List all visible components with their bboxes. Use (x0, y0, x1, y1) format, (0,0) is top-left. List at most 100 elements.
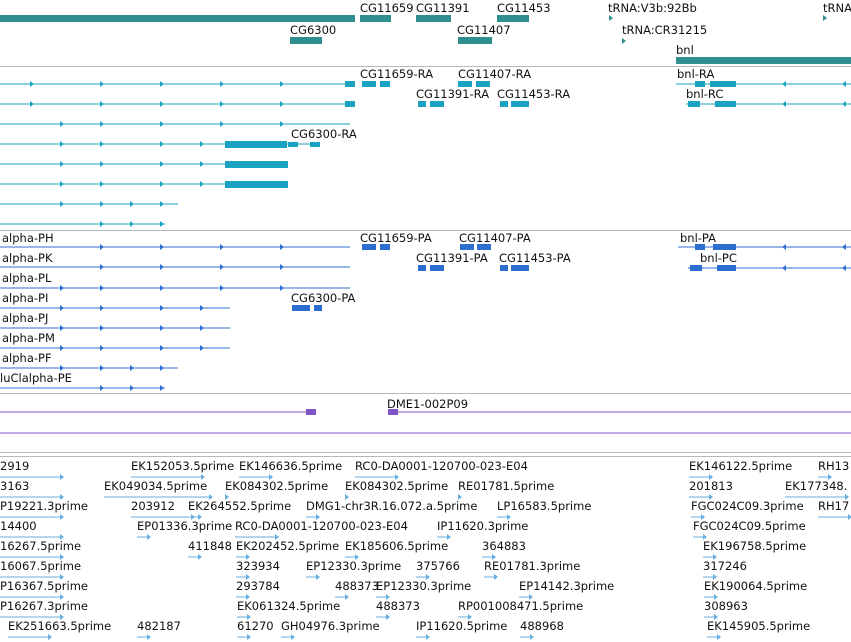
cds-block[interactable] (362, 244, 376, 250)
clone-end[interactable] (388, 409, 398, 415)
exon-block[interactable] (288, 142, 298, 147)
transcript-label[interactable]: CG6300-RA (291, 127, 357, 141)
est-label[interactable]: 14400 (0, 519, 37, 533)
clone-label[interactable]: DME1-002P09 (387, 397, 468, 411)
gene-label[interactable]: CG11659 (360, 1, 414, 15)
est-label[interactable]: RC0-DA0001-120700-023-E04 (235, 519, 408, 533)
cds-block[interactable] (430, 265, 444, 271)
est-label[interactable]: LP16583.5prime (497, 499, 591, 513)
gene-bar[interactable] (290, 37, 322, 44)
protein-label[interactable]: alpha-PM (2, 331, 55, 345)
est-label[interactable]: EK251663.5prime (8, 619, 111, 633)
est-label[interactable]: EK084302.5prime (225, 479, 328, 493)
protein-label[interactable]: alpha-PI (2, 291, 48, 305)
gene-label[interactable]: CG11453 (497, 1, 551, 15)
exon-block[interactable] (345, 101, 355, 107)
est-label[interactable]: EK264552.5prime (188, 499, 291, 513)
protein-label[interactable]: CG11407-PA (459, 231, 531, 245)
est-label[interactable]: GH04976.3prime (281, 619, 380, 633)
cds-block[interactable] (292, 305, 310, 311)
gene-label[interactable]: tRNA:CR31215 (622, 23, 707, 37)
est-label[interactable]: RH13 (818, 459, 849, 473)
est-label[interactable]: FGC024C09.5prime (693, 519, 806, 533)
cds-block[interactable] (460, 244, 474, 250)
est-label[interactable]: 16067.5prime (0, 559, 81, 573)
exon-block[interactable] (225, 181, 288, 188)
exon-block[interactable] (688, 101, 700, 107)
protein-label[interactable]: CG11453-PA (499, 251, 571, 265)
gene-bar[interactable] (360, 15, 391, 22)
est-label[interactable]: 3163 (0, 479, 29, 493)
cds-block[interactable] (717, 265, 736, 271)
est-label[interactable]: P16367.5prime (0, 579, 88, 593)
est-label[interactable]: 308963 (704, 599, 748, 613)
est-label[interactable]: 2919 (0, 459, 29, 473)
exon-block[interactable] (430, 101, 444, 107)
est-label[interactable]: EK145905.5prime (707, 619, 810, 633)
exon-block[interactable] (310, 142, 320, 147)
est-label[interactable]: EK196758.5prime (703, 539, 806, 553)
protein-label[interactable]: alpha-PH (2, 231, 54, 245)
est-label[interactable]: EP14142.3prime (519, 579, 614, 593)
est-label[interactable]: EK185606.5prime (345, 539, 448, 553)
gene-label[interactable]: tRNA:V3b:92Bb (608, 1, 697, 15)
gene-label[interactable]: bnl (676, 43, 694, 57)
est-label[interactable]: 411848 (188, 539, 232, 553)
est-label[interactable]: 488968 (520, 619, 564, 633)
est-label[interactable]: RE01781.3prime (484, 559, 580, 573)
est-label[interactable]: EK061324.5prime (237, 599, 340, 613)
clone-end[interactable] (306, 409, 316, 415)
cds-block[interactable] (690, 265, 702, 271)
est-label[interactable]: IP11620.5prime (416, 619, 507, 633)
est-label[interactable]: EK202452.5prime (236, 539, 339, 553)
est-label[interactable]: RH17 (818, 499, 849, 513)
protein-label[interactable]: alpha-PL (2, 271, 52, 285)
est-label[interactable]: EK177348. (785, 479, 847, 493)
est-label[interactable]: 488373 (376, 599, 420, 613)
gene-bar[interactable] (497, 15, 529, 22)
transcript-label[interactable]: CG11391-RA (416, 87, 489, 101)
cds-block[interactable] (500, 265, 508, 271)
protein-label[interactable]: alpha-PJ (2, 311, 48, 325)
exon-block[interactable] (380, 81, 390, 87)
cds-block[interactable] (511, 265, 529, 271)
exon-block[interactable] (500, 101, 508, 107)
gene-bar[interactable] (458, 37, 492, 44)
gene-bar[interactable] (676, 57, 851, 64)
protein-label[interactable]: alpha-PF (2, 351, 52, 365)
est-label[interactable]: 16267.5prime (0, 539, 81, 553)
gene-bar[interactable] (416, 15, 451, 22)
est-label[interactable]: RC0-DA0001-120700-023-E04 (355, 459, 528, 473)
est-label[interactable]: EP12330.3prime (306, 559, 401, 573)
est-label[interactable]: 482187 (137, 619, 181, 633)
exon-block[interactable] (362, 81, 376, 87)
protein-label[interactable]: CG6300-PA (291, 291, 356, 305)
cds-block[interactable] (695, 244, 705, 250)
transcript-label[interactable]: CG11407-RA (458, 67, 531, 81)
exon-block[interactable] (710, 81, 736, 87)
transcript-label[interactable]: bnl-RC (686, 87, 723, 101)
est-label[interactable]: EP01336.3prime (137, 519, 232, 533)
cds-block[interactable] (418, 265, 426, 271)
est-label[interactable]: EP12330.3prime (376, 579, 471, 593)
transcript-label[interactable]: CG11453-RA (497, 87, 570, 101)
est-label[interactable]: 364883 (482, 539, 526, 553)
protein-label[interactable]: luClalpha-PE (0, 371, 72, 385)
gene-label[interactable]: CG6300 (290, 23, 336, 37)
est-label[interactable]: 203912 (131, 499, 175, 513)
est-label[interactable]: 201813 (689, 479, 733, 493)
est-label[interactable]: EK146636.5prime (239, 459, 342, 473)
est-label[interactable]: EK146122.5prime (689, 459, 792, 473)
exon-block[interactable] (476, 81, 490, 87)
cds-block[interactable] (713, 244, 736, 250)
est-label[interactable]: 293784 (236, 579, 280, 593)
cds-block[interactable] (477, 244, 491, 250)
exon-block[interactable] (225, 141, 287, 148)
exon-block[interactable] (225, 161, 288, 168)
exon-block[interactable] (715, 101, 736, 107)
est-label[interactable]: 61270 (237, 619, 274, 633)
transcript-label[interactable]: bnl-RA (677, 67, 714, 81)
est-label[interactable]: P19221.3prime (0, 499, 88, 513)
est-label[interactable]: DMG1-chr3R.16.072.a.5prime (306, 499, 477, 513)
